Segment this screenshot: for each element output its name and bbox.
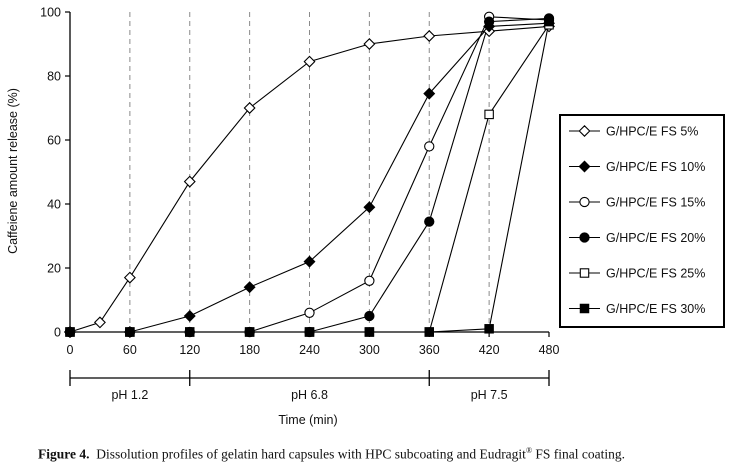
legend-label-1: G/HPC/E FS 5% (606, 125, 698, 139)
y-tick-label-80: 80 (47, 70, 61, 84)
legend-label-3: G/HPC/E FS 15% (606, 196, 705, 210)
x-tick-label-420: 420 (479, 343, 500, 357)
series-6-point-120 (185, 327, 195, 337)
legend-label-5: G/HPC/E FS 25% (606, 267, 705, 281)
series-5-point-420 (484, 109, 494, 120)
x-tick-label-480: 480 (539, 343, 560, 357)
legend-label-6: G/HPC/E FS 30% (606, 302, 705, 316)
y-tick-label-40: 40 (47, 198, 61, 212)
series-6-point-480 (544, 16, 554, 27)
legend-marker-5 (579, 268, 590, 278)
legend-label-2: G/HPC/E FS 10% (606, 160, 705, 174)
legend-marker-3 (579, 196, 590, 208)
ph-label-1: pH 1.2 (111, 388, 148, 402)
x-tick-label-300: 300 (359, 343, 380, 357)
legend-label-4: G/HPC/E FS 20% (606, 231, 705, 245)
series-2-point-360 (423, 87, 436, 100)
y-tick-label-60: 60 (47, 134, 61, 148)
series-6-point-300 (364, 327, 375, 337)
series-6-point-0 (65, 327, 75, 337)
x-tick-label-180: 180 (239, 343, 260, 357)
figure-caption: Figure 4. Dissolution profiles of gelati… (38, 446, 738, 463)
x-tick-label-60: 60 (123, 343, 137, 357)
series-3-point-300 (364, 275, 375, 286)
y-tick-label-0: 0 (54, 326, 61, 340)
tick-marks-and-labels: 0 20 40 60 80 100 0 60 120 180 240 300 360 420 480 (40, 6, 559, 358)
caption-text: Dissolution profiles of gelatin hard cap… (96, 446, 526, 462)
legend-marker-2 (578, 160, 591, 173)
ph-label-2: pH 6.8 (291, 388, 328, 402)
series-3-point-360 (424, 141, 435, 152)
series-1-point-180 (243, 102, 256, 114)
x-axis-label: Time (min) (278, 413, 337, 427)
ph-region-bar: pH 1.2 pH 6.8 pH 7.5 (69, 370, 550, 402)
x-tick-label-240: 240 (299, 343, 320, 357)
series-1-point-240 (303, 55, 316, 68)
series-6-point-240 (304, 327, 315, 337)
x-tick-label-0: 0 (67, 343, 74, 357)
series-2-point-120 (183, 310, 196, 322)
y-tick-label-20: 20 (47, 262, 61, 276)
series-2-point-300 (363, 201, 376, 214)
series-1-point-120 (183, 175, 196, 188)
legend: G/HPC/E FS 5% G/HPC/E FS 10% G/HPC/E FS 15… (559, 114, 725, 328)
legend-marker-4 (579, 232, 590, 243)
series-6-point-420 (484, 324, 494, 334)
x-tick-label-120: 120 (179, 343, 200, 357)
series-6-point-60 (125, 327, 135, 337)
series-line-1 (69, 25, 550, 333)
series-4-point-300 (364, 310, 375, 322)
legend-marker-6 (579, 303, 590, 314)
series-1-point-300 (363, 38, 376, 50)
y-tick-label-100: 100 (40, 6, 61, 20)
series-6-point-360 (424, 327, 434, 337)
series-6-point-180 (244, 327, 255, 337)
series-1-point-30 (93, 316, 106, 329)
series-2-point-180 (243, 281, 256, 294)
dissolution-chart: 0 20 40 60 80 100 0 60 120 180 240 300 360 420 480 Caf… (6, 6, 725, 427)
series-2-point-240 (303, 255, 316, 268)
legend-marker-1 (578, 125, 591, 137)
legend-box (559, 114, 725, 328)
caption-registered-mark: ® (525, 446, 533, 455)
series-1-point-60 (123, 271, 136, 284)
x-tick-label-360: 360 (419, 343, 440, 357)
series-markers (64, 11, 555, 338)
series-3-point-240 (304, 307, 315, 318)
series-4-point-420 (483, 16, 495, 27)
ph-label-3: pH 7.5 (471, 388, 508, 402)
caption-text-end: FS final coating. (532, 446, 626, 462)
caption-prefix: Figure 4. (38, 446, 90, 462)
series-4-point-360 (424, 216, 435, 227)
series-1-point-360 (423, 30, 436, 42)
y-axis-label: Caffeiene amount release (%) (6, 88, 20, 254)
